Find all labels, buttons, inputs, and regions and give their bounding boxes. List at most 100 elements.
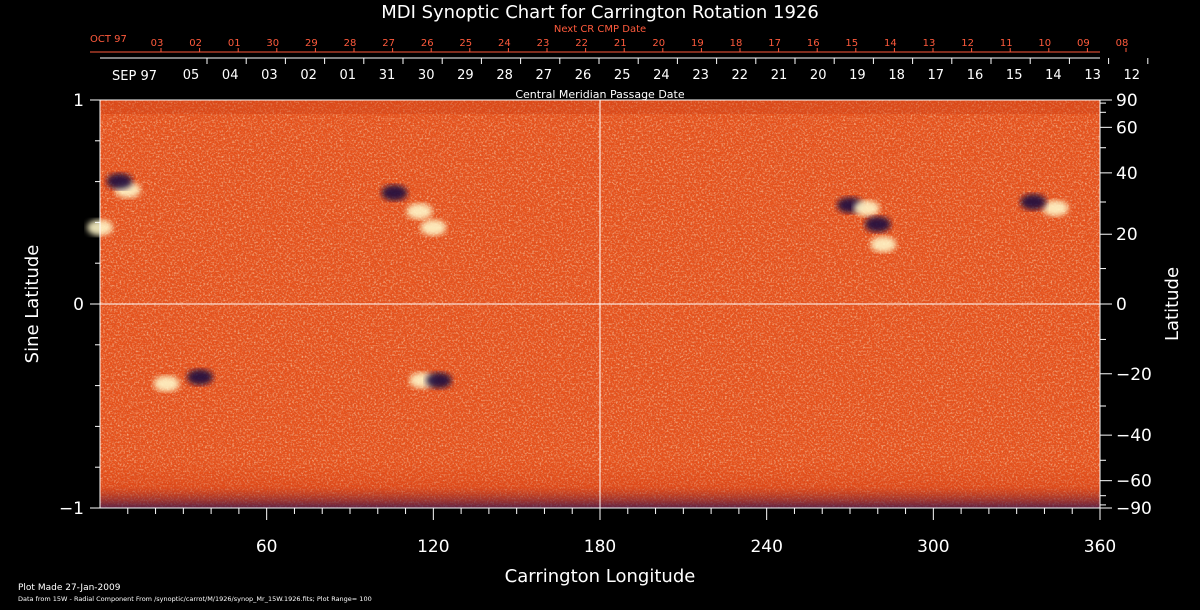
next-cr-tick-label: 26 [421, 38, 434, 49]
cmp-tick-label: 25 [614, 68, 631, 83]
left-axis: Sine Latitude 1 0 −1 [22, 91, 100, 519]
next-cr-tick-label: 09 [1077, 38, 1090, 49]
cmp-tick-label: 13 [1084, 68, 1101, 83]
next-cr-tick-label: 10 [1038, 38, 1051, 49]
chart-title: MDI Synoptic Chart for Carrington Rotati… [381, 2, 819, 23]
next-cr-axis-label: Next CR CMP Date [554, 24, 646, 35]
positive-polarity-region [1042, 200, 1069, 217]
negative-polarity-region [1020, 194, 1047, 210]
negative-polarity-region [864, 216, 891, 233]
active-regions [87, 173, 1069, 392]
left-tick-label: 0 [73, 295, 84, 315]
cmp-tick-label: 28 [496, 68, 513, 83]
cmp-tick-label: 16 [967, 68, 984, 83]
cmp-axis-label: Central Meridian Passage Date [515, 88, 684, 101]
right-tick-label: 60 [1116, 118, 1138, 138]
negative-polarity-region [187, 369, 213, 386]
cmp-tick-label: 21 [771, 68, 788, 83]
right-tick-label: −20 [1116, 365, 1152, 385]
positive-polarity-region [853, 200, 880, 217]
next-cr-tick-label: 25 [459, 38, 472, 49]
bottom-tick-label: 120 [417, 537, 449, 557]
cmp-ticks: 05 04 03 02 01 31 30 29 28 27 26 25 24 23 22 21 20 19 18 17… [183, 58, 1149, 83]
cmp-tick-label: 05 [183, 68, 200, 83]
negative-polarity-region [106, 173, 133, 190]
next-cr-month-label: OCT 97 [90, 34, 127, 45]
bottom-axis: Carrington Longitude 60 120 180 240 300 360 [127, 508, 1116, 587]
next-cr-tick-label: 08 [1116, 38, 1129, 49]
cmp-tick-label: 30 [418, 68, 435, 83]
positive-polarity-region [406, 203, 433, 220]
cmp-tick-label: 18 [888, 68, 905, 83]
next-cr-ticks: 03 02 01 30 29 28 27 26 25 24 23 22 21 20 19 18 17 16 15 14… [151, 38, 1129, 52]
next-cr-tick-label: 21 [614, 38, 627, 49]
cmp-tick-label: 24 [653, 68, 670, 83]
right-tick-label: −60 [1116, 472, 1152, 492]
next-cr-tick-label: 28 [344, 38, 357, 49]
bottom-tick-label: 180 [584, 537, 616, 557]
right-tick-label: −90 [1116, 499, 1152, 519]
positive-polarity-region [870, 236, 897, 253]
negative-polarity-region [425, 372, 452, 389]
left-tick-label: −1 [59, 499, 84, 519]
cmp-tick-label: 17 [928, 68, 945, 83]
cmp-tick-label: 22 [732, 68, 749, 83]
cmp-date-axis: SEP 97 05 04 03 02 01 31 30 29 28 27 26 25 24 23 22 21 2… [100, 57, 1149, 101]
data-source-note: Data from 15W - Radial Component From /s… [18, 595, 372, 603]
cmp-tick-label: 31 [379, 68, 396, 83]
bottom-tick-label: 240 [750, 537, 782, 557]
bottom-tick-label: 300 [917, 537, 949, 557]
plot-made-note: Plot Made 27-Jan-2009 [18, 583, 121, 593]
right-tick-label: 40 [1116, 164, 1138, 184]
next-cr-tick-label: 02 [189, 38, 202, 49]
next-cr-tick-label: 11 [1000, 38, 1013, 49]
next-cr-tick-label: 29 [305, 38, 318, 49]
cmp-tick-label: 14 [1045, 68, 1062, 83]
cmp-tick-label: 27 [536, 68, 553, 83]
next-cr-tick-label: 15 [845, 38, 858, 49]
negative-polarity-region [381, 184, 408, 201]
cmp-tick-label: 19 [849, 68, 866, 83]
cmp-tick-label: 03 [261, 68, 278, 83]
bottom-tick-label: 60 [256, 537, 278, 557]
next-cr-tick-label: 20 [652, 38, 665, 49]
bottom-axis-label: Carrington Longitude [505, 566, 696, 587]
next-cr-tick-label: 23 [537, 38, 550, 49]
left-tick-label: 1 [73, 91, 84, 111]
cmp-tick-label: 04 [222, 68, 239, 83]
cmp-tick-label: 23 [692, 68, 709, 83]
cmp-tick-label: 01 [340, 68, 357, 83]
cmp-tick-label: 20 [810, 68, 827, 83]
right-tick-label: 20 [1116, 225, 1138, 245]
bottom-tick-label: 360 [1084, 537, 1116, 557]
next-cr-axis: Next CR CMP Date OCT 97 03 02 01 30 29 28 27 26… [90, 24, 1129, 53]
right-axis-label: Latitude [1162, 267, 1183, 341]
next-cr-tick-label: 24 [498, 38, 511, 49]
cmp-tick-label: 29 [457, 68, 474, 83]
right-tick-label: 90 [1116, 91, 1138, 111]
next-cr-tick-label: 17 [768, 38, 781, 49]
positive-polarity-region [420, 219, 447, 236]
next-cr-tick-label: 16 [807, 38, 820, 49]
right-tick-label: 0 [1116, 295, 1127, 315]
cmp-tick-label: 26 [575, 68, 592, 83]
cmp-tick-label: 02 [300, 68, 317, 83]
right-axis: Latitude 90 60 40 20 0 −20 −40 −60 −90 [1100, 91, 1183, 519]
next-cr-tick-label: 01 [228, 38, 241, 49]
next-cr-tick-label: 30 [266, 38, 279, 49]
next-cr-tick-label: 19 [691, 38, 704, 49]
right-tick-label: −40 [1116, 426, 1152, 446]
plot-area [87, 99, 1101, 509]
next-cr-tick-label: 13 [923, 38, 936, 49]
next-cr-tick-label: 18 [730, 38, 743, 49]
left-axis-label: Sine Latitude [22, 245, 43, 364]
cmp-tick-label: 15 [1006, 68, 1023, 83]
next-cr-tick-label: 27 [382, 38, 395, 49]
next-cr-tick-label: 12 [961, 38, 974, 49]
next-cr-tick-label: 14 [884, 38, 897, 49]
cmp-tick-label: 12 [1124, 68, 1141, 83]
next-cr-tick-label: 03 [151, 38, 164, 49]
positive-polarity-region [153, 375, 180, 392]
next-cr-tick-label: 22 [575, 38, 588, 49]
